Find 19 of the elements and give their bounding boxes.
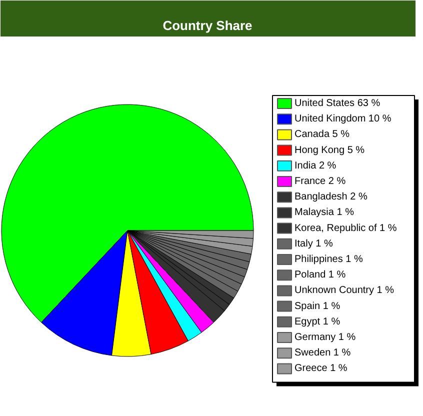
legend-label: Hong Kong 5 % (294, 144, 365, 156)
legend-label: India 2 % (294, 160, 336, 172)
legend-label: France 2 % (294, 176, 346, 187)
legend-label: Egypt 1 % (294, 316, 340, 328)
chart-title: Country Share (162, 18, 252, 33)
legend-label: Unknown Country 1 % (294, 285, 394, 296)
legend-label: United States 63 % (294, 98, 380, 109)
legend-label: Italy 1 % (294, 238, 333, 250)
legend-label: Korea, Republic of 1 % (294, 222, 397, 234)
legend-label: Malaysia 1 % (294, 207, 354, 218)
legend-label: Greece 1 % (294, 363, 348, 374)
legend-label: Sweden 1 % (294, 348, 351, 359)
legend-label: United Kingdom 10 % (294, 114, 392, 125)
legend-label: Germany 1 % (294, 332, 356, 343)
legend-label: Philippines 1 % (294, 254, 363, 265)
legend-label: Spain 1 % (294, 300, 340, 312)
legend-label: Canada 5 % (294, 129, 350, 140)
legend-label: Poland 1 % (294, 270, 346, 281)
legend-label: Bangladesh 2 % (294, 192, 368, 203)
